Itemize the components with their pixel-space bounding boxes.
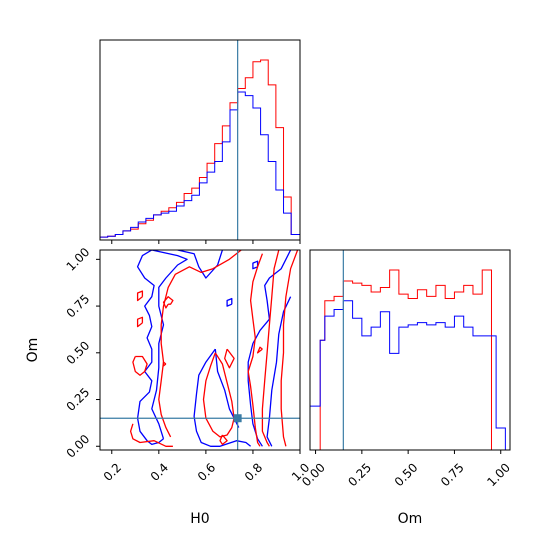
x-axis-label-om: Om xyxy=(398,511,423,527)
om-xtick-label-4: 1.00 xyxy=(484,460,513,489)
joint-xtick-label-2: 0.6 xyxy=(195,460,218,483)
contour-blue-6 xyxy=(264,250,292,320)
joint-ytick-label-1: 0.25 xyxy=(64,385,93,414)
joint-xtick-label-0: 0.2 xyxy=(101,460,124,483)
joint-ytick-label-0: 0.00 xyxy=(64,432,93,461)
contour-red-5 xyxy=(158,250,242,438)
contour-red-8 xyxy=(224,348,235,369)
joint-truth-marker xyxy=(233,414,242,423)
contour-red-7 xyxy=(202,352,235,438)
y-axis-label-om: Om xyxy=(25,338,41,363)
contour-blue-8 xyxy=(226,297,233,307)
contour-blue-9 xyxy=(252,260,259,270)
h0-histogram-series-blue xyxy=(99,91,301,238)
om-histogram-series-red xyxy=(310,269,506,451)
contour-red-12 xyxy=(280,250,299,447)
contour-blue-0 xyxy=(136,250,164,446)
contour-red-0 xyxy=(136,290,144,302)
h0-histogram-frame xyxy=(99,39,301,241)
joint-ytick-label-2: 0.50 xyxy=(64,338,93,367)
om-xtick-label-2: 0.50 xyxy=(392,460,421,489)
om-histogram-frame xyxy=(309,249,511,451)
x-axis-label-h0: H0 xyxy=(190,511,209,527)
joint-ytick-label-4: 1.00 xyxy=(64,245,93,274)
contour-blue-2 xyxy=(177,250,224,279)
contour-area xyxy=(129,250,299,447)
contour-red-13 xyxy=(256,346,263,354)
contour-blue-5 xyxy=(247,318,270,447)
contour-red-11 xyxy=(261,250,280,447)
contour-red-2 xyxy=(132,355,148,376)
joint-ytick-label-3: 0.75 xyxy=(64,292,93,321)
om-xtick-label-3: 0.75 xyxy=(438,460,467,489)
h0-histogram-series-red xyxy=(99,59,301,238)
h0-histogram-panel xyxy=(99,39,301,244)
contour-red-9 xyxy=(219,434,228,446)
contour-red-3 xyxy=(162,296,174,309)
om-xtick-label-1: 0.25 xyxy=(345,460,374,489)
contour-red-6 xyxy=(129,423,173,447)
contour-blue-1 xyxy=(151,250,188,439)
om-histogram-series-blue xyxy=(309,300,506,450)
joint-frame xyxy=(99,249,301,451)
contour-blue-7 xyxy=(266,296,292,447)
contour-red-1 xyxy=(136,316,144,328)
contour-red-10 xyxy=(247,253,264,447)
joint-xtick-label-1: 0.4 xyxy=(148,460,171,483)
joint-xtick-label-3: 0.8 xyxy=(242,460,265,483)
